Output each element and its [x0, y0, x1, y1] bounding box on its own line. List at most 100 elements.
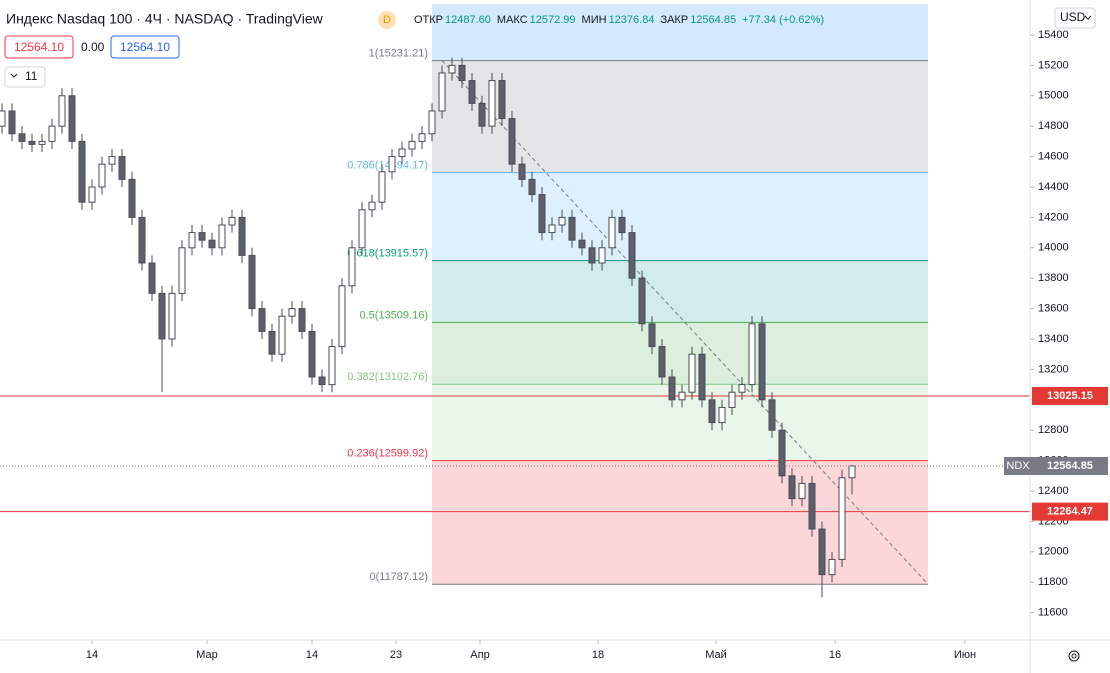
y-tick-label: 12000	[1038, 546, 1069, 558]
x-tick-label: 14	[306, 649, 318, 661]
candle-body	[148, 262, 156, 294]
candle-body	[168, 292, 176, 340]
symbol-label-box	[1004, 456, 1032, 475]
y-tick-label: 14600	[1038, 150, 1069, 162]
currency-select[interactable]	[1054, 7, 1096, 29]
y-tick-label: 13200	[1038, 363, 1069, 375]
ask-box[interactable]	[110, 35, 180, 59]
fib-band	[432, 260, 928, 323]
candle-body	[728, 391, 736, 408]
candle-body	[718, 406, 726, 424]
candle-body	[318, 376, 326, 386]
candle-body	[308, 330, 316, 378]
candle-body	[818, 528, 826, 576]
y-tick-label: 12800	[1038, 424, 1069, 436]
candle-body	[98, 163, 106, 188]
candle-body	[408, 140, 416, 150]
candle-body	[428, 110, 436, 135]
candle-body	[648, 323, 656, 348]
candle-body	[558, 216, 566, 226]
y-tick-label: 13800	[1038, 272, 1069, 284]
badge-circle	[378, 11, 396, 29]
candle-body	[28, 140, 36, 145]
x-tick-label: Май	[705, 649, 727, 661]
fib-label: 0.786(14494.17)	[347, 160, 428, 172]
ohlc-key: ОТКР	[414, 14, 443, 26]
candle-body	[618, 216, 626, 234]
candle-body	[598, 247, 606, 264]
candle-body	[508, 118, 516, 165]
candle-body	[578, 239, 586, 249]
candle-body	[208, 239, 216, 249]
candle-body	[468, 80, 476, 104]
candle-body	[628, 232, 636, 279]
candle-body	[838, 477, 846, 560]
candle-body	[198, 232, 206, 241]
y-tick-label: 15200	[1038, 59, 1069, 71]
x-tick-label: Апр	[470, 649, 489, 661]
fib-band	[432, 172, 928, 261]
candle-body	[448, 64, 456, 74]
ohlc-value: 12572.99	[530, 14, 576, 26]
candle-body	[278, 315, 286, 355]
candle-body	[58, 95, 66, 127]
price-label-box	[1032, 386, 1108, 405]
candle-body	[398, 148, 406, 158]
ohlc-key: МИН	[582, 14, 607, 26]
candle-body	[588, 247, 596, 264]
y-tick-label: 12400	[1038, 485, 1069, 497]
fib-band	[432, 60, 928, 173]
candle-body	[218, 224, 226, 249]
y-tick-label: 14400	[1038, 181, 1069, 193]
candle-body	[738, 384, 746, 393]
candle-body	[18, 133, 26, 142]
candle-body	[748, 323, 756, 386]
candle-body	[118, 156, 126, 180]
fib-label: 1(15231.21)	[369, 48, 428, 60]
overlay: Индекс Nasdaq 100 · 4Ч · NASDAQ · Tradin…	[4, 7, 1108, 662]
price-label: 13025.15	[1047, 390, 1093, 402]
last-price: 12564.85	[1047, 460, 1093, 472]
candle-body	[658, 346, 666, 378]
candle-body	[248, 254, 256, 310]
fib-extension-band	[432, 4, 928, 61]
ohlc-key: МАКС	[497, 14, 528, 26]
candle-body	[488, 80, 496, 127]
fib-label: 0.5(13509.16)	[360, 309, 429, 321]
last-price-box	[1032, 456, 1108, 475]
candle-body	[418, 133, 426, 142]
change: +77.34 (+0.62%)	[742, 14, 824, 26]
candle-body	[38, 140, 46, 145]
y-tick-label: 14200	[1038, 211, 1069, 223]
candle-body	[48, 125, 56, 142]
settings-icon[interactable]	[1068, 650, 1080, 662]
indicators-count: 11	[25, 69, 38, 83]
candle-body	[498, 80, 506, 120]
y-tick-label: 15000	[1038, 90, 1069, 102]
candle-body	[548, 224, 556, 234]
x-tick-label: 14	[86, 649, 98, 661]
ohlc-value: 12487.60	[445, 14, 491, 26]
bid-box[interactable]	[4, 35, 74, 59]
fib-label: 0.618(13915.57)	[347, 248, 428, 260]
candle-body	[698, 353, 706, 401]
ohlc-key: ЗАКР	[660, 14, 688, 26]
candle-body	[528, 178, 536, 196]
candle-body	[358, 209, 366, 249]
plot: 1(15231.21) 0.786(14494.17) 0.618(13915.57…	[0, 4, 1069, 661]
fib-band	[432, 460, 928, 585]
candle-body	[298, 308, 306, 332]
candle-body	[238, 216, 246, 256]
candle-body	[638, 277, 646, 325]
candle-body	[268, 330, 276, 355]
y-tick-label: 14000	[1038, 242, 1069, 254]
fib-band	[432, 322, 928, 385]
fib-label: 0(11787.12)	[369, 571, 428, 583]
candle-body	[368, 201, 376, 211]
candle-body	[828, 558, 836, 576]
candle-body	[78, 140, 86, 203]
indicators-toggle[interactable]	[4, 66, 46, 88]
candle-body	[258, 308, 266, 332]
candle-body	[328, 346, 336, 386]
